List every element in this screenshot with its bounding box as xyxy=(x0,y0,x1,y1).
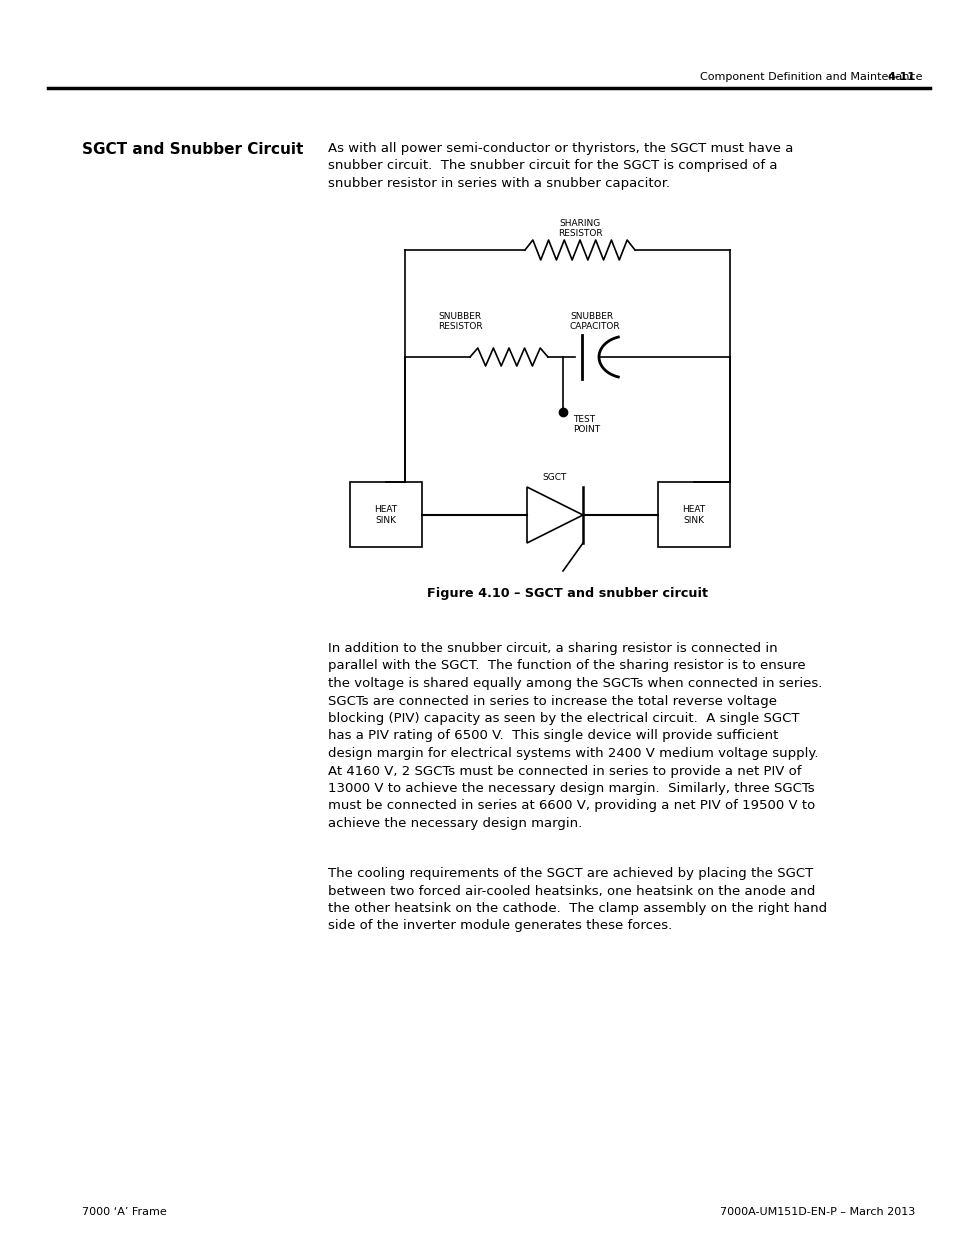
Text: In addition to the snubber circuit, a sharing resistor is connected in
parallel : In addition to the snubber circuit, a sh… xyxy=(328,642,821,830)
Text: The cooling requirements of the SGCT are achieved by placing the SGCT
between tw: The cooling requirements of the SGCT are… xyxy=(328,867,826,932)
Text: SNUBBER
RESISTOR: SNUBBER RESISTOR xyxy=(437,311,482,331)
Text: HEAT
SINK: HEAT SINK xyxy=(374,505,397,525)
Text: 7000 ‘A’ Frame: 7000 ‘A’ Frame xyxy=(82,1207,167,1216)
Text: Figure 4.10 – SGCT and snubber circuit: Figure 4.10 – SGCT and snubber circuit xyxy=(427,587,707,600)
Text: HEAT
SINK: HEAT SINK xyxy=(681,505,705,525)
Text: TEST
POINT: TEST POINT xyxy=(573,415,599,435)
Text: SGCT: SGCT xyxy=(542,473,567,482)
Text: 7000A-UM151D-EN-P – March 2013: 7000A-UM151D-EN-P – March 2013 xyxy=(719,1207,914,1216)
Text: Component Definition and Maintenance: Component Definition and Maintenance xyxy=(700,72,922,82)
Text: SHARING
RESISTOR: SHARING RESISTOR xyxy=(558,219,601,238)
Text: SGCT and Snubber Circuit: SGCT and Snubber Circuit xyxy=(82,142,303,157)
Bar xyxy=(350,482,421,547)
Text: 4-11: 4-11 xyxy=(886,72,914,82)
Text: As with all power semi-conductor or thyristors, the SGCT must have a
snubber cir: As with all power semi-conductor or thyr… xyxy=(328,142,793,190)
Text: SNUBBER
CAPACITOR: SNUBBER CAPACITOR xyxy=(569,311,620,331)
Bar xyxy=(658,482,729,547)
